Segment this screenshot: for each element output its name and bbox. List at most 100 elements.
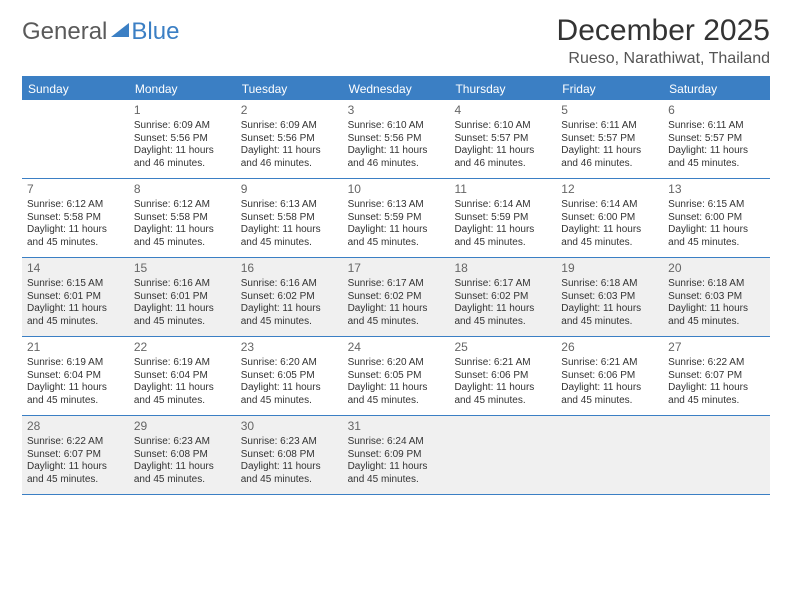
day-cell	[449, 416, 556, 494]
day-sun-info: Sunrise: 6:13 AMSunset: 5:58 PMDaylight:…	[241, 199, 338, 249]
logo-text-blue: Blue	[131, 18, 179, 46]
weekday-header: Thursday	[449, 78, 556, 100]
day-number: 30	[241, 419, 338, 434]
weekday-header: Saturday	[663, 78, 770, 100]
day-cell	[556, 416, 663, 494]
day-cell: 6 Sunrise: 6:11 AMSunset: 5:57 PMDaylight…	[663, 100, 770, 178]
day-number: 5	[561, 103, 658, 118]
day-sun-info: Sunrise: 6:15 AMSunset: 6:00 PMDaylight:…	[668, 199, 765, 249]
week-row: 21 Sunrise: 6:19 AMSunset: 6:04 PMDayligh…	[22, 337, 770, 416]
day-sun-info: Sunrise: 6:22 AMSunset: 6:07 PMDaylight:…	[668, 357, 765, 407]
day-sun-info: Sunrise: 6:21 AMSunset: 6:06 PMDaylight:…	[454, 357, 551, 407]
weekday-header: Tuesday	[236, 78, 343, 100]
day-number: 16	[241, 261, 338, 276]
day-sun-info: Sunrise: 6:12 AMSunset: 5:58 PMDaylight:…	[134, 199, 231, 249]
day-cell	[22, 100, 129, 178]
day-sun-info: Sunrise: 6:19 AMSunset: 6:04 PMDaylight:…	[27, 357, 124, 407]
day-sun-info: Sunrise: 6:20 AMSunset: 6:05 PMDaylight:…	[348, 357, 445, 407]
day-number: 9	[241, 182, 338, 197]
day-number: 17	[348, 261, 445, 276]
day-number: 14	[27, 261, 124, 276]
day-number: 22	[134, 340, 231, 355]
day-sun-info: Sunrise: 6:16 AMSunset: 6:01 PMDaylight:…	[134, 278, 231, 328]
day-cell: 8 Sunrise: 6:12 AMSunset: 5:58 PMDaylight…	[129, 179, 236, 257]
day-cell: 23Sunrise: 6:20 AMSunset: 6:05 PMDayligh…	[236, 337, 343, 415]
day-cell: 22Sunrise: 6:19 AMSunset: 6:04 PMDayligh…	[129, 337, 236, 415]
header: General Blue December 2025 Rueso, Narath…	[22, 14, 770, 68]
day-cell: 3 Sunrise: 6:10 AMSunset: 5:56 PMDaylight…	[343, 100, 450, 178]
day-cell: 27 Sunrise: 6:22 AMSunset: 6:07 PMDayligh…	[663, 337, 770, 415]
day-number: 24	[348, 340, 445, 355]
day-number: 25	[454, 340, 551, 355]
day-number: 21	[27, 340, 124, 355]
day-sun-info: Sunrise: 6:18 AMSunset: 6:03 PMDaylight:…	[561, 278, 658, 328]
week-row: 14 Sunrise: 6:15 AMSunset: 6:01 PMDayligh…	[22, 258, 770, 337]
day-cell: 10 Sunrise: 6:13 AMSunset: 5:59 PMDayligh…	[343, 179, 450, 257]
day-cell: 2 Sunrise: 6:09 AMSunset: 5:56 PMDaylight…	[236, 100, 343, 178]
day-cell: 16Sunrise: 6:16 AMSunset: 6:02 PMDayligh…	[236, 258, 343, 336]
day-sun-info: Sunrise: 6:17 AMSunset: 6:02 PMDaylight:…	[454, 278, 551, 328]
day-cell: 1 Sunrise: 6:09 AMSunset: 5:56 PMDaylight…	[129, 100, 236, 178]
day-number: 1	[134, 103, 231, 118]
day-number: 10	[348, 182, 445, 197]
logo: General Blue	[22, 18, 179, 46]
day-sun-info: Sunrise: 6:17 AMSunset: 6:02 PMDaylight:…	[348, 278, 445, 328]
day-sun-info: Sunrise: 6:09 AMSunset: 5:56 PMDaylight:…	[241, 120, 338, 170]
location-text: Rueso, Narathiwat, Thailand	[557, 50, 770, 68]
day-number: 3	[348, 103, 445, 118]
day-sun-info: Sunrise: 6:14 AMSunset: 6:00 PMDaylight:…	[561, 199, 658, 249]
day-number: 31	[348, 419, 445, 434]
day-cell: 26Sunrise: 6:21 AMSunset: 6:06 PMDayligh…	[556, 337, 663, 415]
day-sun-info: Sunrise: 6:11 AMSunset: 5:57 PMDaylight:…	[561, 120, 658, 170]
day-sun-info: Sunrise: 6:23 AMSunset: 6:08 PMDaylight:…	[241, 436, 338, 486]
day-number: 18	[454, 261, 551, 276]
day-sun-info: Sunrise: 6:15 AMSunset: 6:01 PMDaylight:…	[27, 278, 124, 328]
day-sun-info: Sunrise: 6:13 AMSunset: 5:59 PMDaylight:…	[348, 199, 445, 249]
weekday-header: Wednesday	[343, 78, 450, 100]
day-number: 8	[134, 182, 231, 197]
day-cell: 7Sunrise: 6:12 AMSunset: 5:58 PMDaylight…	[22, 179, 129, 257]
day-sun-info: Sunrise: 6:23 AMSunset: 6:08 PMDaylight:…	[134, 436, 231, 486]
day-cell: 12Sunrise: 6:14 AMSunset: 6:00 PMDayligh…	[556, 179, 663, 257]
day-number: 29	[134, 419, 231, 434]
day-cell: 31 Sunrise: 6:24 AMSunset: 6:09 PMDayligh…	[343, 416, 450, 494]
day-number: 7	[27, 182, 124, 197]
day-cell: 17 Sunrise: 6:17 AMSunset: 6:02 PMDayligh…	[343, 258, 450, 336]
day-sun-info: Sunrise: 6:14 AMSunset: 5:59 PMDaylight:…	[454, 199, 551, 249]
day-sun-info: Sunrise: 6:22 AMSunset: 6:07 PMDaylight:…	[27, 436, 124, 486]
day-sun-info: Sunrise: 6:10 AMSunset: 5:56 PMDaylight:…	[348, 120, 445, 170]
day-cell: 28Sunrise: 6:22 AMSunset: 6:07 PMDayligh…	[22, 416, 129, 494]
day-cell: 5 Sunrise: 6:11 AMSunset: 5:57 PMDaylight…	[556, 100, 663, 178]
day-cell: 18 Sunrise: 6:17 AMSunset: 6:02 PMDayligh…	[449, 258, 556, 336]
weekday-header-row: SundayMondayTuesdayWednesdayThursdayFrid…	[22, 78, 770, 100]
day-sun-info: Sunrise: 6:09 AMSunset: 5:56 PMDaylight:…	[134, 120, 231, 170]
day-number: 6	[668, 103, 765, 118]
day-number: 27	[668, 340, 765, 355]
day-number: 23	[241, 340, 338, 355]
weekday-header: Sunday	[22, 78, 129, 100]
day-cell	[663, 416, 770, 494]
calendar: SundayMondayTuesdayWednesdayThursdayFrid…	[22, 76, 770, 495]
day-number: 20	[668, 261, 765, 276]
day-number: 15	[134, 261, 231, 276]
logo-text-general: General	[22, 18, 107, 46]
day-number: 4	[454, 103, 551, 118]
day-cell: 29 Sunrise: 6:23 AMSunset: 6:08 PMDayligh…	[129, 416, 236, 494]
day-sun-info: Sunrise: 6:11 AMSunset: 5:57 PMDaylight:…	[668, 120, 765, 170]
day-cell: 21 Sunrise: 6:19 AMSunset: 6:04 PMDayligh…	[22, 337, 129, 415]
day-cell: 20 Sunrise: 6:18 AMSunset: 6:03 PMDayligh…	[663, 258, 770, 336]
day-sun-info: Sunrise: 6:24 AMSunset: 6:09 PMDaylight:…	[348, 436, 445, 486]
title-block: December 2025 Rueso, Narathiwat, Thailan…	[557, 14, 770, 68]
weekday-header: Monday	[129, 78, 236, 100]
day-cell: 13 Sunrise: 6:15 AMSunset: 6:00 PMDayligh…	[663, 179, 770, 257]
day-number: 2	[241, 103, 338, 118]
day-cell: 14 Sunrise: 6:15 AMSunset: 6:01 PMDayligh…	[22, 258, 129, 336]
day-number: 26	[561, 340, 658, 355]
week-row: 28Sunrise: 6:22 AMSunset: 6:07 PMDayligh…	[22, 416, 770, 495]
day-sun-info: Sunrise: 6:18 AMSunset: 6:03 PMDaylight:…	[668, 278, 765, 328]
day-cell: 15 Sunrise: 6:16 AMSunset: 6:01 PMDayligh…	[129, 258, 236, 336]
week-row: 1 Sunrise: 6:09 AMSunset: 5:56 PMDaylight…	[22, 100, 770, 179]
day-cell: 19Sunrise: 6:18 AMSunset: 6:03 PMDayligh…	[556, 258, 663, 336]
day-number: 13	[668, 182, 765, 197]
week-row: 7 Sunrise: 6:12 AMSunset: 5:58 PMDaylight…	[22, 179, 770, 258]
